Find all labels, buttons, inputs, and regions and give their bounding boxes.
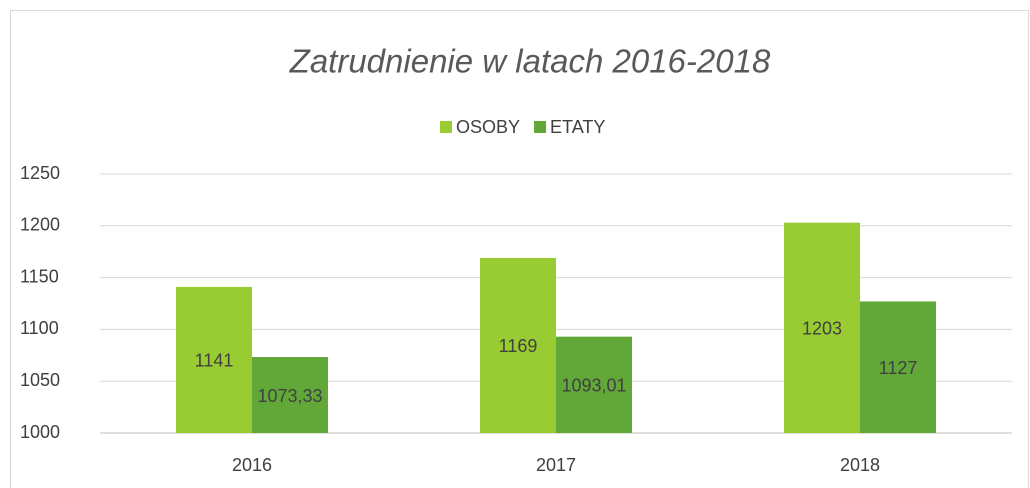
bar: [480, 257, 556, 433]
legend-label: ETATY: [550, 117, 605, 137]
y-tick-label: 1150: [20, 266, 59, 286]
x-tick-label: 2016: [232, 455, 272, 475]
data-label: 1127: [879, 358, 918, 378]
data-label: 1169: [499, 336, 538, 356]
y-tick-label: 1050: [20, 370, 60, 390]
x-tick-label: 2018: [840, 455, 880, 475]
data-label: 1141: [195, 351, 234, 371]
legend-swatch: [534, 121, 547, 133]
bar: [252, 357, 328, 433]
bar: [784, 222, 860, 433]
data-label: 1203: [802, 319, 842, 339]
data-label: 1093,01: [561, 376, 626, 396]
chart-title: Zatrudnienie w latach 2016-2018: [289, 43, 771, 80]
legend-swatch: [440, 121, 452, 133]
data-label: 1073,33: [257, 386, 322, 406]
x-tick-label: 2017: [536, 455, 576, 475]
bar: [176, 286, 252, 433]
y-tick-label: 1200: [20, 215, 60, 235]
y-tick-label: 1250: [20, 163, 60, 183]
y-tick-label: 1100: [20, 318, 59, 338]
bar: [556, 336, 632, 433]
y-tick-label: 1000: [20, 422, 60, 442]
bar: [860, 301, 936, 433]
legend-label: OSOBY: [456, 117, 520, 137]
